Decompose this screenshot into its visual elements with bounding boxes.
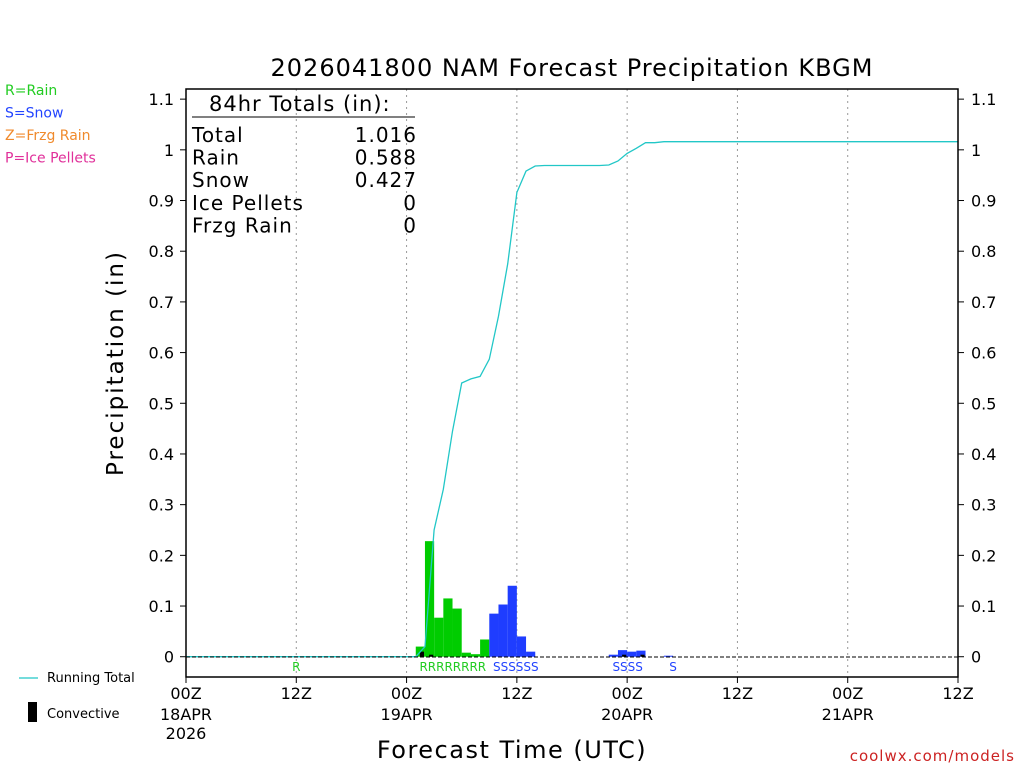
y-tick-label-left: 0.4 <box>149 445 174 464</box>
y-axis: 0 00.1 0.10.2 0.20.3 0.30.4 0.40.5 0.50.6 0.60.… <box>149 90 997 667</box>
totals-row-label: Snow <box>192 168 250 192</box>
totals-row-label: Total <box>191 123 244 147</box>
x-tick-label-time: 00Z <box>170 684 201 703</box>
x-tick-label-date: 18APR <box>160 705 212 724</box>
x-tick-label-time: 00Z <box>832 684 863 703</box>
y-tick-label-left: 0.5 <box>149 394 174 413</box>
y-tick-label-right: 0.1 <box>971 597 996 616</box>
plot-frame <box>185 88 959 678</box>
rain-bar <box>470 654 481 657</box>
x-tick-label-time: 00Z <box>391 684 422 703</box>
precipitation-bars <box>415 541 674 657</box>
totals-header: 84hr Totals (in): <box>209 92 391 116</box>
rain-type-marker: R <box>292 660 300 674</box>
snow-bar <box>526 651 536 657</box>
snow-type-marker: SSSS <box>612 660 642 674</box>
y-tick-label-left: 1 <box>164 141 174 160</box>
snow-bar <box>617 650 628 657</box>
snow-bar <box>489 613 499 657</box>
y-tick-label-right: 1.1 <box>971 90 996 109</box>
snow-bar <box>498 604 508 657</box>
y-tick-label-right: 0.4 <box>971 445 996 464</box>
precip-type-legend: R=Rain S=Snow Z=Frzg Rain P=Ice Pellets <box>5 83 96 167</box>
totals-row-value: 1.016 <box>355 123 417 147</box>
totals-rows: Total 1.016 Rain 0.588 Snow 0.427 Ice Pellets 0… <box>191 123 417 237</box>
y-tick-label-left: 1.1 <box>149 90 174 109</box>
totals-row-label: Ice Pellets <box>192 191 304 215</box>
precip-type-legend-item: R=Rain <box>5 83 57 99</box>
chart-title: 2026041800 NAM Forecast Precipitation KB… <box>271 54 874 82</box>
totals-row-value: 0 <box>403 191 417 215</box>
x-tick-label-year: 2026 <box>166 724 207 743</box>
totals-row-value: 0.588 <box>355 146 417 170</box>
totals-row-value: 0.427 <box>355 168 417 192</box>
y-tick-label-left: 0.1 <box>149 597 174 616</box>
totals-row-value: 0 <box>403 213 417 237</box>
y-tick-label-right: 0.8 <box>971 242 996 261</box>
running-total-legend: Running Total <box>19 671 135 686</box>
rain-bar <box>434 617 444 657</box>
snow-bar <box>636 650 646 657</box>
rain-bar <box>461 652 471 657</box>
x-tick-label-time: 00Z <box>611 684 642 703</box>
snow-type-marker: SSSSSS <box>493 660 539 674</box>
y-tick-label-left: 0.3 <box>149 496 174 515</box>
y-axis-title: Precipitation (in) <box>103 250 129 476</box>
y-tick-label-left: 0.6 <box>149 344 174 363</box>
x-axis-title: Forecast Time (UTC) <box>377 736 647 764</box>
x-tick-label-time: 12Z <box>501 684 532 703</box>
y-tick-label-left: 0.9 <box>149 192 174 211</box>
credit-link[interactable]: coolwx.com/models <box>850 747 1015 765</box>
snow-type-marker: S <box>669 660 677 674</box>
precip-type-legend-item: S=Snow <box>5 106 63 122</box>
running-total-line <box>186 141 958 658</box>
convective-bar <box>429 654 434 657</box>
y-tick-label-right: 1 <box>971 141 981 160</box>
totals-box: 84hr Totals (in): Total 1.016 Rain 0.588 Sno… <box>191 92 417 237</box>
x-tick-label-date: 19APR <box>381 705 433 724</box>
snow-bar <box>507 585 517 657</box>
y-tick-label-right: 0.2 <box>971 546 996 565</box>
convective-bars <box>419 651 645 657</box>
precip-type-legend-item: Z=Frzg Rain <box>5 128 91 144</box>
convective-bar <box>622 654 627 657</box>
precip-type-markers: R RRRRRRRR SSSSSS SSSS S <box>292 660 677 674</box>
rain-bar <box>424 541 435 657</box>
snow-bar <box>608 654 618 657</box>
convective-legend: Convective <box>28 702 120 722</box>
x-tick-label-time: 12Z <box>722 684 753 703</box>
snow-bar <box>516 636 527 657</box>
x-tick-label-time: 12Z <box>942 684 973 703</box>
convective-legend-label: Convective <box>47 707 120 722</box>
convective-swatch <box>28 702 37 722</box>
vertical-gridlines <box>295 89 849 677</box>
snow-bar <box>663 655 674 657</box>
rain-bar <box>480 639 490 657</box>
convective-bar <box>419 651 425 657</box>
snow-bar <box>627 651 637 657</box>
precip-type-legend-item: P=Ice Pellets <box>5 151 96 167</box>
totals-row-label: Rain <box>192 146 240 170</box>
rain-type-marker: RRRRRRRR <box>419 660 486 674</box>
y-tick-label-right: 0.7 <box>971 293 996 312</box>
y-tick-label-right: 0.9 <box>971 192 996 211</box>
convective-bar <box>640 654 645 657</box>
x-tick-label-date: 21APR <box>822 705 874 724</box>
y-tick-label-right: 0.3 <box>971 496 996 515</box>
y-tick-label-left: 0 <box>164 648 174 667</box>
y-tick-label-right: 0.5 <box>971 394 996 413</box>
totals-row-label: Frzg Rain <box>192 213 293 237</box>
y-tick-label-right: 0.6 <box>971 344 996 363</box>
x-tick-label-date: 20APR <box>601 705 653 724</box>
y-tick-label-left: 0.2 <box>149 546 174 565</box>
y-tick-label-left: 0.8 <box>149 242 174 261</box>
y-tick-label-right: 0 <box>971 648 981 667</box>
rain-bar <box>452 608 462 657</box>
y-tick-label-left: 0.7 <box>149 293 174 312</box>
x-tick-label-time: 12Z <box>281 684 312 703</box>
rain-bar <box>443 598 453 657</box>
running-total-legend-label: Running Total <box>47 671 135 686</box>
